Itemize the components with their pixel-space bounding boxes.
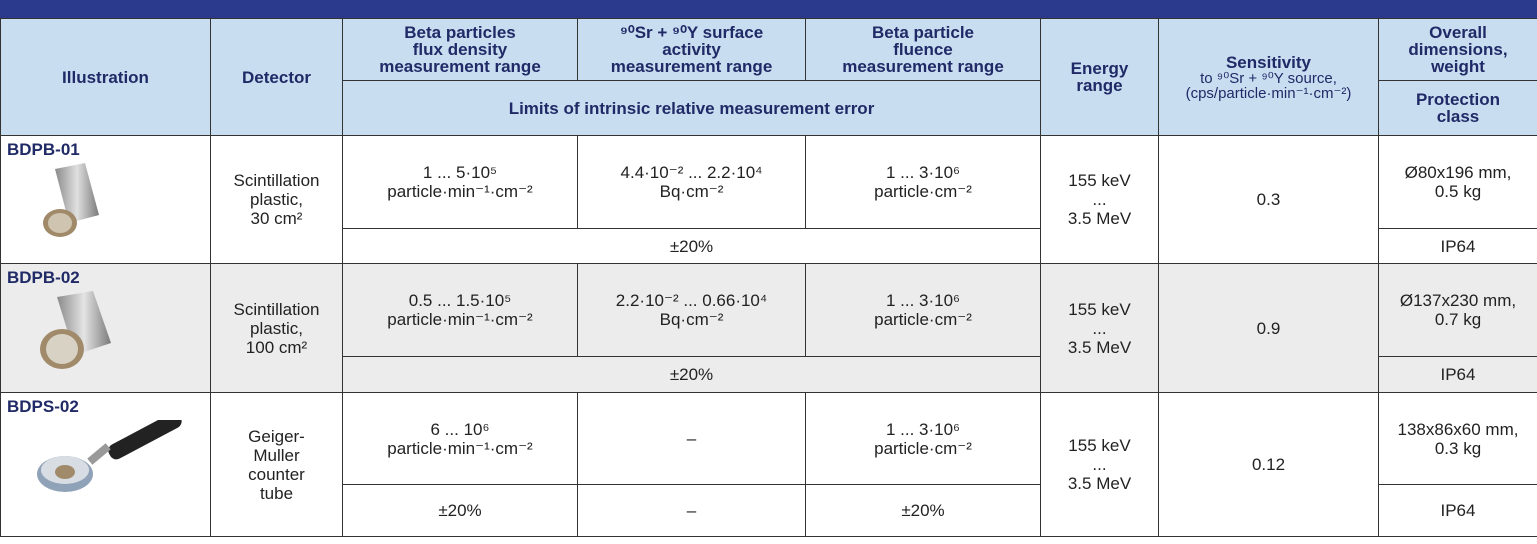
cell: Scintillation plastic, 30 cm² xyxy=(211,136,343,264)
cell: 155 keV ... 3.5 MeV xyxy=(1041,393,1159,537)
model-name: BDPB-02 xyxy=(7,268,204,287)
cell: IP64 xyxy=(1379,485,1537,537)
cell: BDPB-01 xyxy=(1,136,211,264)
cell: 1 ... 5·10⁵ particle·min⁻¹·cm⁻² xyxy=(343,136,578,229)
cell: 0.9 xyxy=(1159,264,1379,393)
model-name: BDPB-01 xyxy=(7,140,204,159)
cell: 1 ... 3·10⁶ particle·cm⁻² xyxy=(806,393,1041,485)
cell: – xyxy=(578,393,806,485)
cell: 1 ... 3·10⁶ particle·cm⁻² xyxy=(806,264,1041,357)
cell: 155 keV ... 3.5 MeV xyxy=(1041,136,1159,264)
cell: – xyxy=(578,485,806,537)
cell: 6 ... 10⁶ particle·min⁻¹·cm⁻² xyxy=(343,393,578,485)
header-note: to ⁹⁰Sr + ⁹⁰Y source, (cps/particle·min⁻… xyxy=(1163,71,1374,101)
cell: 155 keV ... 3.5 MeV xyxy=(1041,264,1159,393)
detector-image xyxy=(35,420,185,500)
header-cell: Illustration xyxy=(1,19,211,136)
cell: Scintillation plastic, 100 cm² xyxy=(211,264,343,393)
cell: ±20% xyxy=(343,229,1041,264)
header-cell: Detector xyxy=(211,19,343,136)
cell: ±20% xyxy=(343,357,1041,393)
spec-table: Illustration Detector Beta particles flu… xyxy=(0,18,1537,537)
cell: IP64 xyxy=(1379,357,1537,393)
cell: 0.3 xyxy=(1159,136,1379,264)
cell: Ø80x196 mm, 0.5 kg xyxy=(1379,136,1537,229)
cell: 2.2·10⁻² ... 0.66·10⁴ Bq·cm⁻² xyxy=(578,264,806,357)
cell: BDPB-02 xyxy=(1,264,211,393)
cell: 0.12 xyxy=(1159,393,1379,537)
header-cell: ⁹⁰Sr + ⁹⁰Y surface activity measurement … xyxy=(578,19,806,81)
cell: ±20% xyxy=(343,485,578,537)
header-cell: Energy range xyxy=(1041,19,1159,136)
cell: 0.5 ... 1.5·10⁵ particle·min⁻¹·cm⁻² xyxy=(343,264,578,357)
title-band xyxy=(0,0,1537,18)
detector-image xyxy=(35,291,115,373)
cell: Ø137x230 mm, 0.7 kg xyxy=(1379,264,1537,357)
header-cell: Overall dimensions, weight xyxy=(1379,19,1537,81)
page: {"header": { "illustration": "Illustrati… xyxy=(0,0,1537,544)
cell: 4.4·10⁻² ... 2.2·10⁴ Bq·cm⁻² xyxy=(578,136,806,229)
header-cell: Protection class xyxy=(1379,81,1537,136)
cell: 138x86x60 mm, 0.3 kg xyxy=(1379,393,1537,485)
detector-image xyxy=(35,163,105,241)
header-cell: Beta particle fluence measurement range xyxy=(806,19,1041,81)
cell: BDPS-02 xyxy=(1,393,211,537)
cell: Geiger- Muller counter tube xyxy=(211,393,343,537)
header-text: Sensitivity xyxy=(1226,53,1311,72)
cell: IP64 xyxy=(1379,229,1537,264)
header-cell: Beta particles flux density measurement … xyxy=(343,19,578,81)
header-cell: Limits of intrinsic relative measurement… xyxy=(343,81,1041,136)
cell: ±20% xyxy=(806,485,1041,537)
cell: 1 ... 3·10⁶ particle·cm⁻² xyxy=(806,136,1041,229)
model-name: BDPS-02 xyxy=(7,397,204,416)
